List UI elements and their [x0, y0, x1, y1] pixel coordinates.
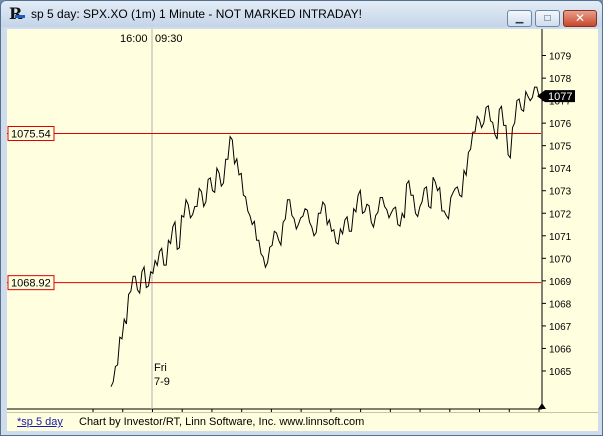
title-bar[interactable]: R sp 5 day: SPX.XO (1m) 1 Minute - NOT M… [1, 1, 602, 27]
y-tick-label: 1065 [549, 367, 572, 378]
axis-end-marker [538, 403, 546, 409]
y-tick-label: 1077 [549, 97, 572, 108]
y-tick-label: 1066 [549, 344, 572, 355]
chart-credit-text: Chart by Investor/RT, Linn Software, Inc… [79, 416, 365, 428]
y-tick-label: 1073 [549, 187, 572, 198]
y-tick-label: 1074 [549, 164, 572, 175]
price-chart[interactable]: 1065 1066 1067 1068 1069 1070 1071 1072 1073 1074… [7, 29, 598, 431]
reference-label-box [7, 125, 55, 141]
price-series-line [110, 86, 540, 387]
chart-area[interactable]: 1065 1066 1067 1068 1069 1070 1071 1072 1073 1074… [7, 29, 598, 431]
reference-label-box [7, 275, 55, 291]
y-tick-label: 1069 [549, 277, 572, 288]
y-tick-label: 1070 [549, 254, 572, 265]
status-bar: *sp 5 day Chart by Investor/RT, Linn Sof… [7, 412, 598, 431]
chart-tab-link[interactable]: *sp 5 day [17, 416, 63, 428]
top-time-label: 16:00 [120, 33, 148, 45]
y-tick-label: 1079 [549, 52, 572, 63]
close-button[interactable]: ✕ [563, 10, 597, 27]
y-tick-label: 1071 [549, 232, 572, 243]
reference-label: 1075.54 [11, 128, 51, 140]
window-title: sp 5 day: SPX.XO (1m) 1 Minute - NOT MAR… [31, 7, 362, 21]
investor-rt-logo-icon[interactable]: R [9, 6, 25, 22]
session-date-label: 7-9 [154, 376, 170, 388]
last-price-label: 1077 [548, 91, 572, 103]
maximize-button[interactable]: □ [535, 10, 560, 27]
last-price-marker [537, 90, 575, 103]
reference-label: 1068.92 [11, 278, 51, 290]
session-day-label: Fri [154, 362, 167, 374]
y-tick-label: 1076 [549, 119, 572, 130]
y-tick-label: 1067 [549, 322, 572, 333]
y-tick-label: 1078 [549, 74, 572, 85]
minimize-button[interactable]: ▁ [507, 10, 532, 27]
y-tick-label: 1068 [549, 299, 572, 310]
y-tick-label: 1072 [549, 209, 572, 220]
y-tick-label: 1075 [549, 142, 572, 153]
top-time-label: 09:30 [155, 33, 183, 45]
